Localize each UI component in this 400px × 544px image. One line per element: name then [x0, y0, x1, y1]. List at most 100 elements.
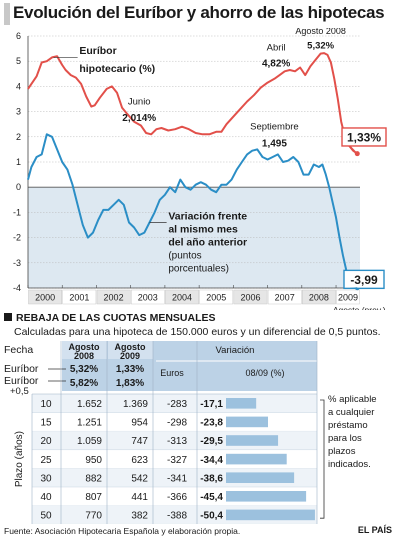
x-year-box	[28, 289, 62, 305]
y-tick-label: 5	[16, 56, 21, 66]
a2008-cell: 882	[85, 473, 102, 484]
euribor-2008: 5,32%	[70, 364, 98, 375]
col1-header-line2: 2008	[74, 351, 94, 361]
pct-bar	[226, 491, 307, 502]
x-tick-label: 2005	[206, 293, 226, 303]
section-heading: REBAJA DE LAS CUOTAS MENSUALES	[4, 312, 216, 324]
variacion-unit-line: (puntos	[168, 250, 201, 261]
variacion-label-line: del año anterior	[168, 236, 247, 248]
a2009-cell: 747	[131, 436, 148, 447]
note-line: préstamo	[328, 420, 368, 431]
junio-value: 2,014%	[122, 113, 156, 124]
a2009-cell: 623	[131, 455, 148, 466]
x-year-box	[62, 289, 97, 305]
a2009-cell: 441	[131, 492, 148, 503]
agosto-value: 5,32%	[307, 41, 334, 52]
col2-header-line2: 2009	[120, 351, 140, 361]
y-tick-label: -3	[13, 258, 21, 268]
euribor-chart: 6 5 4 3 2 1 0 -1 -2 -3 -4 2000 2001 2002 2003 2004 2005 2…	[13, 28, 387, 310]
pct-bar	[226, 435, 279, 446]
plazo-cell: 15	[40, 418, 52, 429]
plazo-cell: 30	[40, 473, 52, 484]
note-line: plazos	[328, 446, 356, 457]
a2009-cell: 382	[131, 511, 148, 522]
section-heading-text: REBAJA DE LAS CUOTAS MENSUALES	[16, 312, 216, 324]
callout-top-box	[341, 127, 387, 147]
plazo-cell: 40	[40, 492, 52, 503]
x-tick-label: 2006	[240, 293, 260, 303]
callout-bottom-value: -3,99	[350, 273, 378, 287]
x-extra-label: Agosto (prov.)	[333, 305, 386, 310]
abril-label: Abril	[267, 42, 286, 53]
x-year-box	[199, 289, 234, 305]
fecha-label: Fecha	[4, 344, 33, 356]
pct-cell: -38,6	[200, 473, 223, 484]
pct-header: 08/09 (%)	[245, 368, 284, 378]
y-tick-label: 0	[16, 182, 21, 192]
x-tick-label: 2002	[104, 293, 124, 303]
x-year-box	[165, 289, 199, 305]
euros-cell: -388	[167, 511, 187, 522]
euribor-plus-label-line2: +0,5	[10, 386, 29, 397]
x-tick-label: 2001	[69, 293, 89, 303]
euribor-plus-2008: 5,82%	[70, 378, 98, 389]
col1-header-line1: Agosto	[69, 342, 100, 352]
euribor-plus-label-line1: Euríbor	[4, 375, 39, 387]
variacion-unit-line: porcentuales)	[168, 263, 229, 274]
x-tick-label: 2003	[138, 293, 158, 303]
note-line: indicados.	[328, 459, 371, 470]
x-year-box	[302, 289, 336, 305]
section-subheading: Calculadas para una hipoteca de 150.000 …	[14, 326, 381, 338]
a2009-cell: 954	[131, 418, 148, 429]
x-year-box	[130, 289, 165, 305]
x-year-box	[233, 289, 268, 305]
y-tick-label: -2	[13, 233, 21, 243]
callout-bottom-box	[343, 269, 385, 290]
euros-cell: -327	[167, 455, 187, 466]
a2009-cell: 1.369	[123, 399, 148, 410]
title-bar	[4, 3, 10, 25]
x-tick-label: 2000	[35, 293, 55, 303]
a2008-cell: 807	[85, 492, 102, 503]
col1-header-bg	[62, 341, 107, 359]
euros-cell: -366	[167, 492, 187, 503]
agosto-label: Agosto 2008	[295, 28, 346, 36]
plazo-cell: 20	[40, 436, 52, 447]
square-bullet-icon	[4, 313, 12, 321]
y-tick-label: 1	[16, 157, 21, 167]
euros-cell: -283	[167, 399, 187, 410]
pct-cell: -50,4	[200, 511, 223, 522]
euribor-row-label: Euríbor	[4, 363, 39, 375]
euribor-line	[27, 52, 358, 155]
y-tick-label: 3	[16, 107, 21, 117]
plazo-cell: 25	[40, 455, 52, 466]
euribor-2009: 1,33%	[116, 364, 144, 375]
abril-value: 4,82%	[262, 59, 290, 70]
junio-label: Junio	[128, 97, 151, 108]
col2-header-line1: Agosto	[115, 342, 146, 352]
y-tick-label: -1	[13, 207, 21, 217]
a2008-cell: 1.251	[77, 418, 102, 429]
callout-top-value: 1,33%	[347, 130, 381, 144]
variacion-label-line: al mismo mes	[168, 223, 238, 235]
note-line: % aplicable	[328, 394, 377, 405]
chart-title: Evolución del Euríbor y ahorro de las hi…	[13, 3, 385, 22]
euribor-label-line2: hipotecario (%)	[79, 63, 155, 75]
euros-cell: -341	[167, 473, 187, 484]
pct-bar	[226, 472, 295, 483]
euribor-label-line1: Euríbor	[79, 45, 116, 57]
table-header-bg	[62, 341, 317, 391]
y-tick-label: 6	[16, 31, 21, 41]
pct-bar	[226, 453, 287, 465]
euros-cell: -298	[167, 418, 187, 429]
pct-cell: -34,4	[200, 455, 223, 466]
pct-bar	[226, 398, 257, 409]
note-line: para los	[328, 433, 362, 444]
a2008-cell: 1.059	[77, 436, 102, 447]
pct-cell: -17,1	[200, 399, 223, 410]
a2008-cell: 950	[85, 455, 102, 466]
x-tick-label: 2007	[275, 293, 295, 303]
x-year-box	[267, 289, 302, 305]
callout-bottom-pointer	[349, 287, 358, 289]
